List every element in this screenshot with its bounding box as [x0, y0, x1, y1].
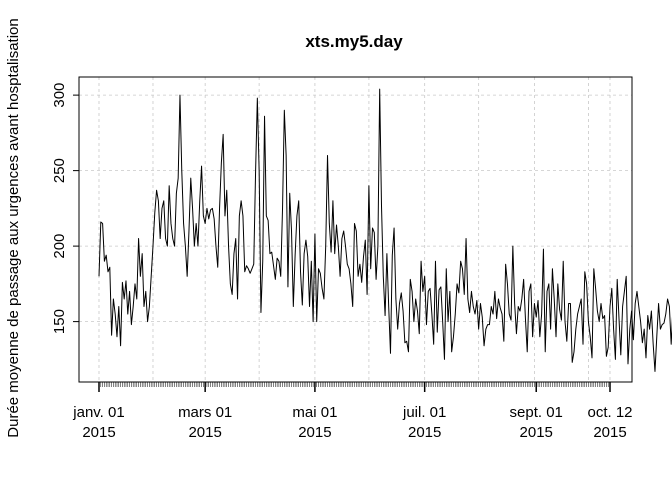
x-tick-label: janv. 01	[72, 404, 124, 421]
y-tick-label: 150	[51, 309, 68, 334]
x-tick-year-label: 2015	[188, 424, 221, 441]
y-axis-label: Durée moyenne de passage aux urgences av…	[5, 18, 22, 437]
grid-lines	[79, 77, 632, 382]
x-tick-year-label: 2015	[82, 424, 115, 441]
series-line	[98, 88, 672, 372]
x-tick-year-label: 2015	[298, 424, 331, 441]
chart-title: xts.my5.day	[305, 32, 403, 51]
y-tick-label: 300	[51, 83, 68, 108]
x-tick-label: oct. 12	[587, 404, 632, 421]
y-tick-label: 200	[51, 234, 68, 259]
x-tick-year-label: 2015	[593, 424, 626, 441]
y-axis: 150 200 250 300	[51, 83, 80, 334]
series-layer	[98, 88, 672, 372]
x-tick-year-label: 2015	[408, 424, 441, 441]
x-tick-year-label: 2015	[520, 424, 553, 441]
y-tick-label: 250	[51, 158, 68, 183]
x-tick-label: mai 01	[292, 404, 337, 421]
x-tick-label: juil. 01	[402, 404, 446, 421]
x-tick-label: sept. 01	[510, 404, 563, 421]
x-axis: janv. 01 2015 mars 01 2015 mai 01 2015 juil. 0…	[72, 381, 633, 441]
x-tick-label: mars 01	[178, 404, 232, 421]
